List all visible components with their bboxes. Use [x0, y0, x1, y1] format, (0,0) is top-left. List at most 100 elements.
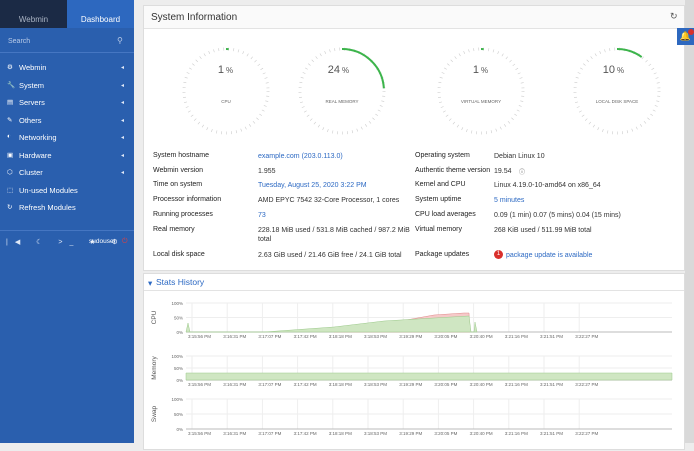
gauge-ring — [184, 49, 268, 133]
tab-dashboard[interactable]: Dashboard — [67, 0, 134, 28]
user-name[interactable]: sudouser — [89, 238, 116, 245]
menu-item[interactable]: System — [19, 81, 44, 90]
y-tick-label: 0% — [176, 330, 183, 335]
x-tick-label: 3:20:05 PM — [434, 431, 457, 436]
menu-arrow: ◂ — [121, 169, 124, 176]
x-tick-label: 3:18:53 PM — [364, 431, 387, 436]
x-tick-label: 3:21:16 PM — [505, 334, 528, 339]
x-tick-label: 3:21:51 PM — [540, 334, 563, 339]
x-tick-label: 3:20:40 PM — [470, 334, 493, 339]
x-tick-label: 3:19:29 PM — [399, 334, 422, 339]
menu-item[interactable]: Others — [19, 116, 42, 125]
menu-item[interactable]: Refresh Modules — [19, 203, 76, 212]
menu-arrow: ◂ — [121, 64, 124, 71]
info-value: 228.18 MiB used / 531.8 MiB cached / 987… — [258, 226, 410, 244]
menu-arrow: ◂ — [121, 134, 124, 141]
x-tick-label: 3:21:51 PM — [540, 382, 563, 387]
info-value: 0.09 (1 min) 0.07 (5 mins) 0.04 (15 mins… — [494, 211, 674, 220]
stats-title[interactable]: Stats History — [156, 277, 204, 287]
info-value: Debian Linux 10 — [494, 152, 674, 161]
x-tick-label: 3:20:05 PM — [434, 382, 457, 387]
x-tick-label: 3:17:42 PM — [294, 334, 317, 339]
menu-item[interactable]: Networking — [19, 133, 57, 142]
menu-arrow: ◂ — [121, 82, 124, 89]
menu-icon: ⬚ — [7, 186, 13, 194]
gauge-label: CPU — [221, 99, 231, 104]
x-tick-label: 3:18:18 PM — [329, 382, 352, 387]
gauge-ring — [439, 49, 523, 133]
gauge-ring — [575, 49, 659, 133]
info-key: Authentic theme version — [415, 167, 490, 174]
info-value: AMD EPYC 7542 32-Core Processor, 1 cores — [258, 196, 410, 205]
tab-webmin[interactable]: Webmin — [0, 0, 67, 28]
gauge-unit: % — [617, 66, 624, 75]
refresh-icon[interactable]: ↻ — [670, 11, 678, 22]
x-tick-label: 3:15:56 PM — [188, 334, 211, 339]
menu-arrow: ◂ — [121, 117, 124, 124]
menu-icon: 🔧 — [7, 81, 15, 89]
x-tick-label: 3:18:18 PM — [329, 334, 352, 339]
divider — [0, 230, 134, 231]
x-tick-label: 3:20:40 PM — [470, 431, 493, 436]
info-value: Linux 4.19.0-10-amd64 on x86_64 — [494, 181, 674, 190]
chart-label: Swap — [151, 405, 158, 422]
gauge-unit: % — [226, 66, 233, 75]
menu-item[interactable]: Servers — [19, 98, 45, 107]
gauge-unit: % — [342, 66, 349, 75]
menu-arrow: ◂ — [121, 99, 124, 106]
gauge-value: 1 — [473, 64, 479, 76]
x-tick-label: 3:18:18 PM — [329, 431, 352, 436]
info-key: Real memory — [153, 226, 195, 233]
x-tick-label: 3:17:42 PM — [294, 431, 317, 436]
x-tick-label: 3:20:40 PM — [470, 382, 493, 387]
menu-icon: ↻ — [7, 203, 12, 211]
gauge-label: VIRTUAL MEMORY — [461, 99, 501, 104]
x-tick-label: 3:20:05 PM — [434, 334, 457, 339]
menu-icon: ⚙ — [7, 63, 13, 71]
divider — [0, 52, 134, 53]
gauge-value: 10 — [603, 64, 615, 76]
info-value[interactable]: 73 — [258, 211, 410, 220]
x-tick-label: 3:21:16 PM — [505, 382, 528, 387]
menu-item[interactable]: Un-used Modules — [19, 186, 78, 195]
info-key: Local disk space — [153, 251, 205, 258]
search-input[interactable]: Search — [8, 38, 30, 45]
x-tick-label: 3:22:27 PM — [575, 431, 598, 436]
info-key: CPU load averages — [415, 211, 476, 218]
info-key: Package updates — [415, 251, 469, 258]
x-tick-label: 3:19:29 PM — [399, 382, 422, 387]
menu-item[interactable]: Webmin — [19, 63, 46, 72]
menu-arrow: ◂ — [121, 152, 124, 159]
stats-toggle[interactable]: ▾ — [148, 278, 152, 289]
info-key: Processor information — [153, 196, 221, 203]
menu-icon: ▣ — [7, 151, 13, 159]
info-key: System uptime — [415, 196, 461, 203]
notification-badge — [688, 29, 694, 35]
gauge-unit: % — [481, 66, 488, 75]
gauge-label: LOCAL DISK SPACE — [596, 99, 639, 104]
y-tick-label: 50% — [174, 412, 183, 417]
logout-icon[interactable]: ⏻ — [122, 238, 128, 246]
sidebar: Webmin Dashboard Search ⚲ ⚙Webmin◂🔧Syste… — [0, 0, 134, 443]
info-value[interactable]: 5 minutes — [494, 196, 674, 205]
menu-icon: ✎ — [7, 116, 12, 124]
info-value[interactable]: Tuesday, August 25, 2020 3:22 PM — [258, 181, 410, 190]
info-value[interactable]: example.com (203.0.113.0) — [258, 152, 410, 161]
info-key: Running processes — [153, 211, 213, 218]
x-tick-label: 3:16:31 PM — [223, 382, 246, 387]
cpu-area-green — [186, 316, 477, 332]
info-value: 2.63 GiB used / 21.46 GiB free / 24.1 Gi… — [258, 251, 410, 260]
x-tick-label: 3:16:31 PM — [223, 334, 246, 339]
gauge-value: 24 — [328, 64, 340, 76]
info-value[interactable]: package update is available — [506, 251, 686, 260]
menu-item[interactable]: Cluster — [19, 168, 43, 177]
menu-item[interactable]: Hardware — [19, 151, 52, 160]
x-tick-label: 3:21:16 PM — [505, 431, 528, 436]
chart-label: CPU — [151, 310, 158, 324]
info-value: 1.955 — [258, 167, 410, 176]
